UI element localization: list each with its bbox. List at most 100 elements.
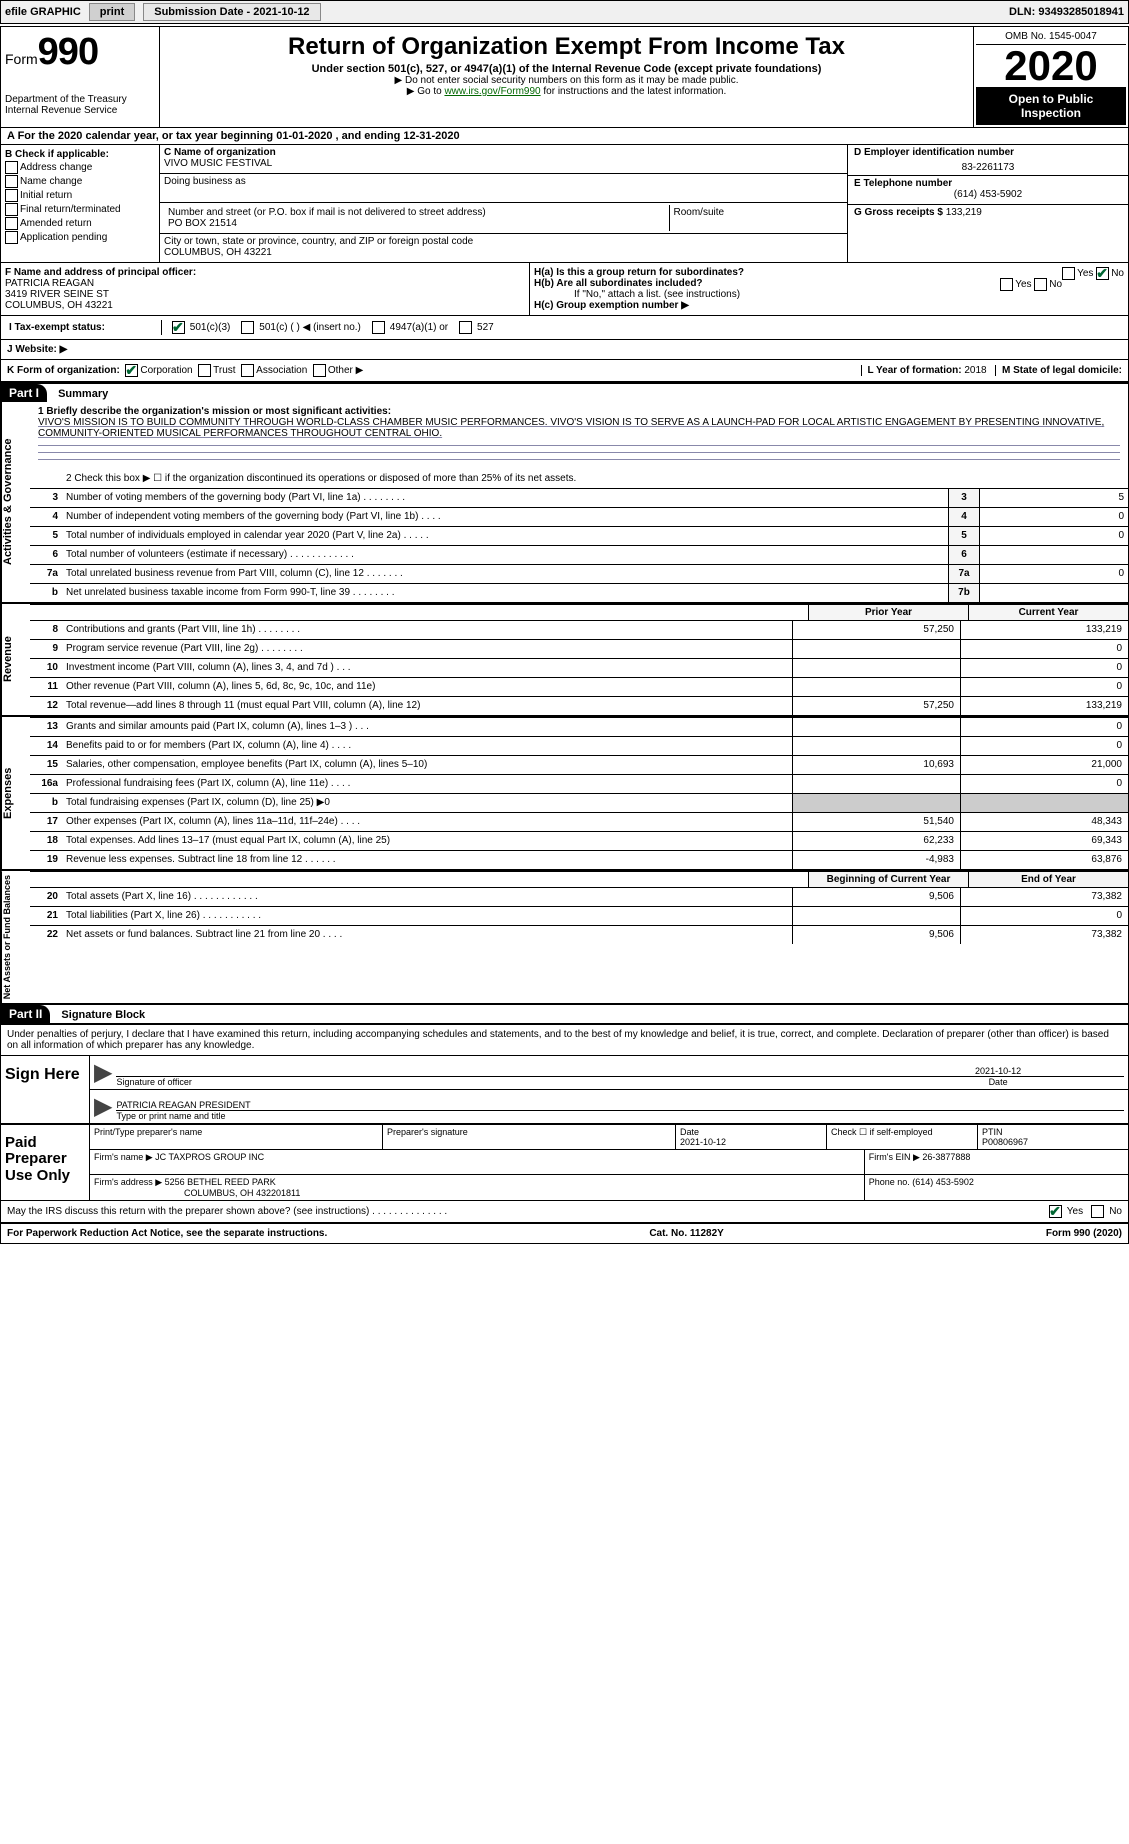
chk-amended[interactable]: Amended return (5, 217, 155, 230)
line-7a: 7a Total unrelated business revenue from… (30, 564, 1128, 583)
expenses-tab: Expenses (1, 717, 30, 869)
chk-501c3[interactable] (172, 321, 185, 334)
line-20: 20 Total assets (Part X, line 16) . . . … (30, 887, 1128, 906)
part-2: Part II Signature Block (1, 1003, 1128, 1023)
chk-name-change[interactable]: Name change (5, 175, 155, 188)
line-11: 11 Other revenue (Part VIII, column (A),… (30, 677, 1128, 696)
chk-other[interactable] (313, 364, 326, 377)
line-17: 17 Other expenses (Part IX, column (A), … (30, 812, 1128, 831)
section-i: I Tax-exempt status: 501(c)(3) 501(c) ( … (1, 316, 1128, 340)
form-header: Form990 Department of the Treasury Inter… (1, 27, 1128, 128)
netassets-tab: Net Assets or Fund Balances (1, 871, 30, 1003)
open-public-badge: Open to Public Inspection (976, 88, 1126, 125)
section-c: C Name of organization VIVO MUSIC FESTIV… (160, 145, 847, 262)
line-18: 18 Total expenses. Add lines 13–17 (must… (30, 831, 1128, 850)
chk-address-change[interactable]: Address change (5, 161, 155, 174)
dln: DLN: 93493285018941 (1009, 6, 1124, 18)
chk-assoc[interactable] (241, 364, 254, 377)
ein: 83-2261173 (854, 162, 1122, 173)
form-year-box: OMB No. 1545-0047 2020 Open to Public In… (973, 27, 1128, 127)
section-j: J Website: ▶ (1, 340, 1128, 360)
mission-text: VIVO'S MISSION IS TO BUILD COMMUNITY THR… (38, 417, 1104, 439)
form-footer: Form 990 (2020) (1046, 1228, 1122, 1239)
cat-no: Cat. No. 11282Y (649, 1228, 723, 1239)
line-16a: 16a Professional fundraising fees (Part … (30, 774, 1128, 793)
page-footer: For Paperwork Reduction Act Notice, see … (1, 1222, 1128, 1243)
revenue-tab: Revenue (1, 604, 30, 715)
line-b: b Net unrelated business taxable income … (30, 583, 1128, 602)
line-9: 9 Program service revenue (Part VIII, li… (30, 639, 1128, 658)
submission-date-box: Submission Date - 2021-10-12 (143, 3, 320, 21)
section-f: F Name and address of principal officer:… (1, 263, 530, 315)
chk-corp[interactable] (125, 364, 138, 377)
line-3: 3 Number of voting members of the govern… (30, 488, 1128, 507)
signature-block: Under penalties of perjury, I declare th… (1, 1023, 1128, 1222)
line-19: 19 Revenue less expenses. Subtract line … (30, 850, 1128, 869)
chk-initial-return[interactable]: Initial return (5, 189, 155, 202)
firm-ein: 26-3877888 (922, 1152, 970, 1162)
firm-phone: (614) 453-5902 (912, 1177, 974, 1187)
ptin: P00806967 (982, 1137, 1028, 1147)
section-h: H(a) Is this a group return for subordin… (530, 263, 1128, 315)
chk-527[interactable] (459, 321, 472, 334)
irs-label: Internal Revenue Service (5, 105, 155, 116)
form-title-box: Return of Organization Exempt From Incom… (160, 27, 973, 127)
part-1-header: Part I (1, 384, 47, 402)
street-address: PO BOX 21514 (168, 218, 665, 229)
chk-trust[interactable] (198, 364, 211, 377)
org-name: VIVO MUSIC FESTIVAL (164, 158, 843, 169)
chk-discuss-no[interactable] (1091, 1205, 1104, 1218)
line-15: 15 Salaries, other compensation, employe… (30, 755, 1128, 774)
city-state-zip: COLUMBUS, OH 43221 (164, 247, 843, 258)
form-990: Form990 Department of the Treasury Inter… (0, 26, 1129, 1244)
identity-section: B Check if applicable: Address change Na… (1, 145, 1128, 263)
form-title: Return of Organization Exempt From Incom… (164, 33, 969, 61)
summary-expenses: Expenses 13 Grants and similar amounts p… (1, 715, 1128, 869)
part-1: Part I Summary (1, 382, 1128, 402)
line-13: 13 Grants and similar amounts paid (Part… (30, 717, 1128, 736)
arrow-icon: ▶ (94, 1058, 112, 1087)
line-6: 6 Total number of volunteers (estimate i… (30, 545, 1128, 564)
paid-preparer: Paid Preparer Use Only Print/Type prepar… (1, 1123, 1128, 1200)
line-5: 5 Total number of individuals employed i… (30, 526, 1128, 545)
line-21: 21 Total liabilities (Part X, line 26) .… (30, 906, 1128, 925)
line-10: 10 Investment income (Part VIII, column … (30, 658, 1128, 677)
line-22: 22 Net assets or fund balances. Subtract… (30, 925, 1128, 944)
form-subtitle: Under section 501(c), 527, or 4947(a)(1)… (164, 63, 969, 75)
sign-here-label: Sign Here (1, 1056, 90, 1123)
section-k: K Form of organization: Corporation Trus… (1, 360, 1128, 382)
arrow-icon: ▶ (94, 1092, 112, 1121)
declaration: Under penalties of perjury, I declare th… (1, 1025, 1128, 1056)
line-14: 14 Benefits paid to or for members (Part… (30, 736, 1128, 755)
chk-4947[interactable] (372, 321, 385, 334)
mission-block: 1 Briefly describe the organization's mi… (30, 402, 1128, 470)
officer-group-row: F Name and address of principal officer:… (1, 263, 1128, 316)
line-b: b Total fundraising expenses (Part IX, c… (30, 793, 1128, 812)
officer-printed: PATRICIA REAGAN PRESIDENT (116, 1100, 1124, 1111)
chk-final-return[interactable]: Final return/terminated (5, 203, 155, 216)
officer-signature: Signature of officer (116, 1076, 872, 1087)
year-formation: 2018 (964, 365, 986, 376)
chk-application-pending[interactable]: Application pending (5, 231, 155, 244)
dept-label: Department of the Treasury (5, 94, 155, 105)
summary-netassets: Net Assets or Fund Balances Beginning of… (1, 869, 1128, 1003)
summary-governance: Activities & Governance 1 Briefly descri… (1, 402, 1128, 602)
chk-discuss-yes[interactable] (1049, 1205, 1062, 1218)
efile-label: efile GRAPHIC (5, 6, 81, 18)
print-button[interactable]: print (89, 3, 135, 21)
top-bar: efile GRAPHIC print Submission Date - 20… (0, 0, 1129, 24)
form-note2: ▶ Go to www.irs.gov/Form990 for instruct… (164, 86, 969, 97)
form-id-box: Form990 Department of the Treasury Inter… (1, 27, 160, 127)
tax-year: 2020 (976, 45, 1126, 88)
chk-501c[interactable] (241, 321, 254, 334)
telephone: (614) 453-5902 (854, 189, 1122, 200)
gross-receipts: 133,219 (946, 207, 982, 218)
firm-name: JC TAXPROS GROUP INC (155, 1152, 264, 1162)
governance-tab: Activities & Governance (1, 402, 30, 602)
section-b: B Check if applicable: Address change Na… (1, 145, 160, 262)
line-8: 8 Contributions and grants (Part VIII, l… (30, 620, 1128, 639)
officer-name: PATRICIA REAGAN (5, 278, 525, 289)
line-12: 12 Total revenue—add lines 8 through 11 … (30, 696, 1128, 715)
form-note1: ▶ Do not enter social security numbers o… (164, 75, 969, 86)
irs-link[interactable]: www.irs.gov/Form990 (444, 86, 540, 97)
